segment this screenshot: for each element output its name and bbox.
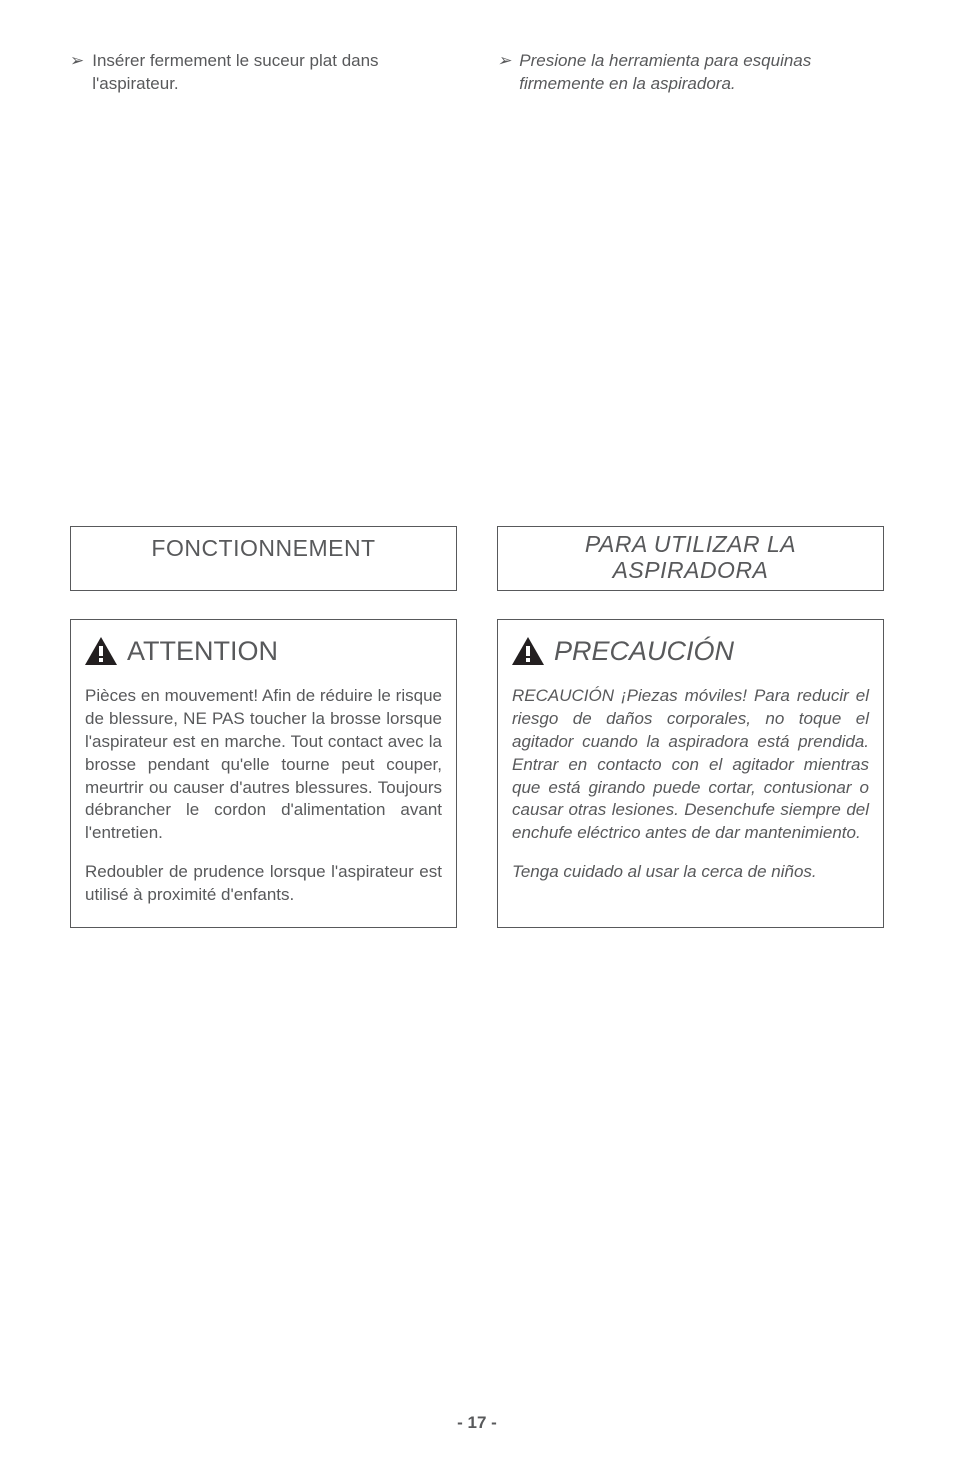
warning-body-left: Pièces en mouvement! Afin de réduire le … bbox=[85, 685, 442, 907]
warning-triangle-icon bbox=[512, 637, 544, 665]
bullet-text-left: Insérer fermement le suceur plat dans l'… bbox=[92, 50, 457, 96]
warning-title-precaucion: PRECAUCIÓN bbox=[512, 636, 869, 667]
bullet-item-left: ➢ Insérer fermement le suceur plat dans … bbox=[70, 50, 457, 96]
top-right-column: ➢ Presione la herramienta para esquinas … bbox=[497, 50, 884, 96]
warning-p2-right: Tenga cuidado al usar la cerca de niños. bbox=[512, 861, 869, 884]
warning-triangle-icon bbox=[85, 637, 117, 665]
section-headers-row: FONCTIONNEMENT PARA UTILIZAR LA ASPIRADO… bbox=[70, 526, 884, 591]
page-number: - 17 - bbox=[0, 1413, 954, 1433]
warning-title-attention: ATTENTION bbox=[85, 636, 442, 667]
header-fonctionnement: FONCTIONNEMENT bbox=[70, 526, 457, 591]
warning-title-text-left: ATTENTION bbox=[127, 636, 278, 667]
bullet-marker: ➢ bbox=[497, 50, 511, 96]
warning-boxes-row: ATTENTION Pièces en mouvement! Afin de r… bbox=[70, 619, 884, 928]
warning-p1-left: Pièces en mouvement! Afin de réduire le … bbox=[85, 685, 442, 846]
top-bullet-row: ➢ Insérer fermement le suceur plat dans … bbox=[70, 50, 884, 96]
header-right-line2: ASPIRADORA bbox=[508, 557, 873, 583]
warning-box-precaucion: PRECAUCIÓN RECAUCIÓN ¡Piezas móviles! Pa… bbox=[497, 619, 884, 928]
warning-title-text-right: PRECAUCIÓN bbox=[554, 636, 734, 667]
warning-p1-right: RECAUCIÓN ¡Piezas móviles! Para reducir … bbox=[512, 685, 869, 846]
warning-p2-left: Redoubler de prudence lorsque l'aspirate… bbox=[85, 861, 442, 907]
top-left-column: ➢ Insérer fermement le suceur plat dans … bbox=[70, 50, 457, 96]
warning-box-attention: ATTENTION Pièces en mouvement! Afin de r… bbox=[70, 619, 457, 928]
header-para-utilizar: PARA UTILIZAR LA ASPIRADORA bbox=[497, 526, 884, 591]
header-right-line1: PARA UTILIZAR LA bbox=[508, 531, 873, 557]
bullet-item-right: ➢ Presione la herramienta para esquinas … bbox=[497, 50, 884, 96]
warning-body-right: RECAUCIÓN ¡Piezas móviles! Para reducir … bbox=[512, 685, 869, 885]
header-left-text: FONCTIONNEMENT bbox=[151, 535, 375, 561]
bullet-text-right: Presione la herramienta para esquinas fi… bbox=[519, 50, 884, 96]
bullet-marker: ➢ bbox=[70, 50, 84, 96]
